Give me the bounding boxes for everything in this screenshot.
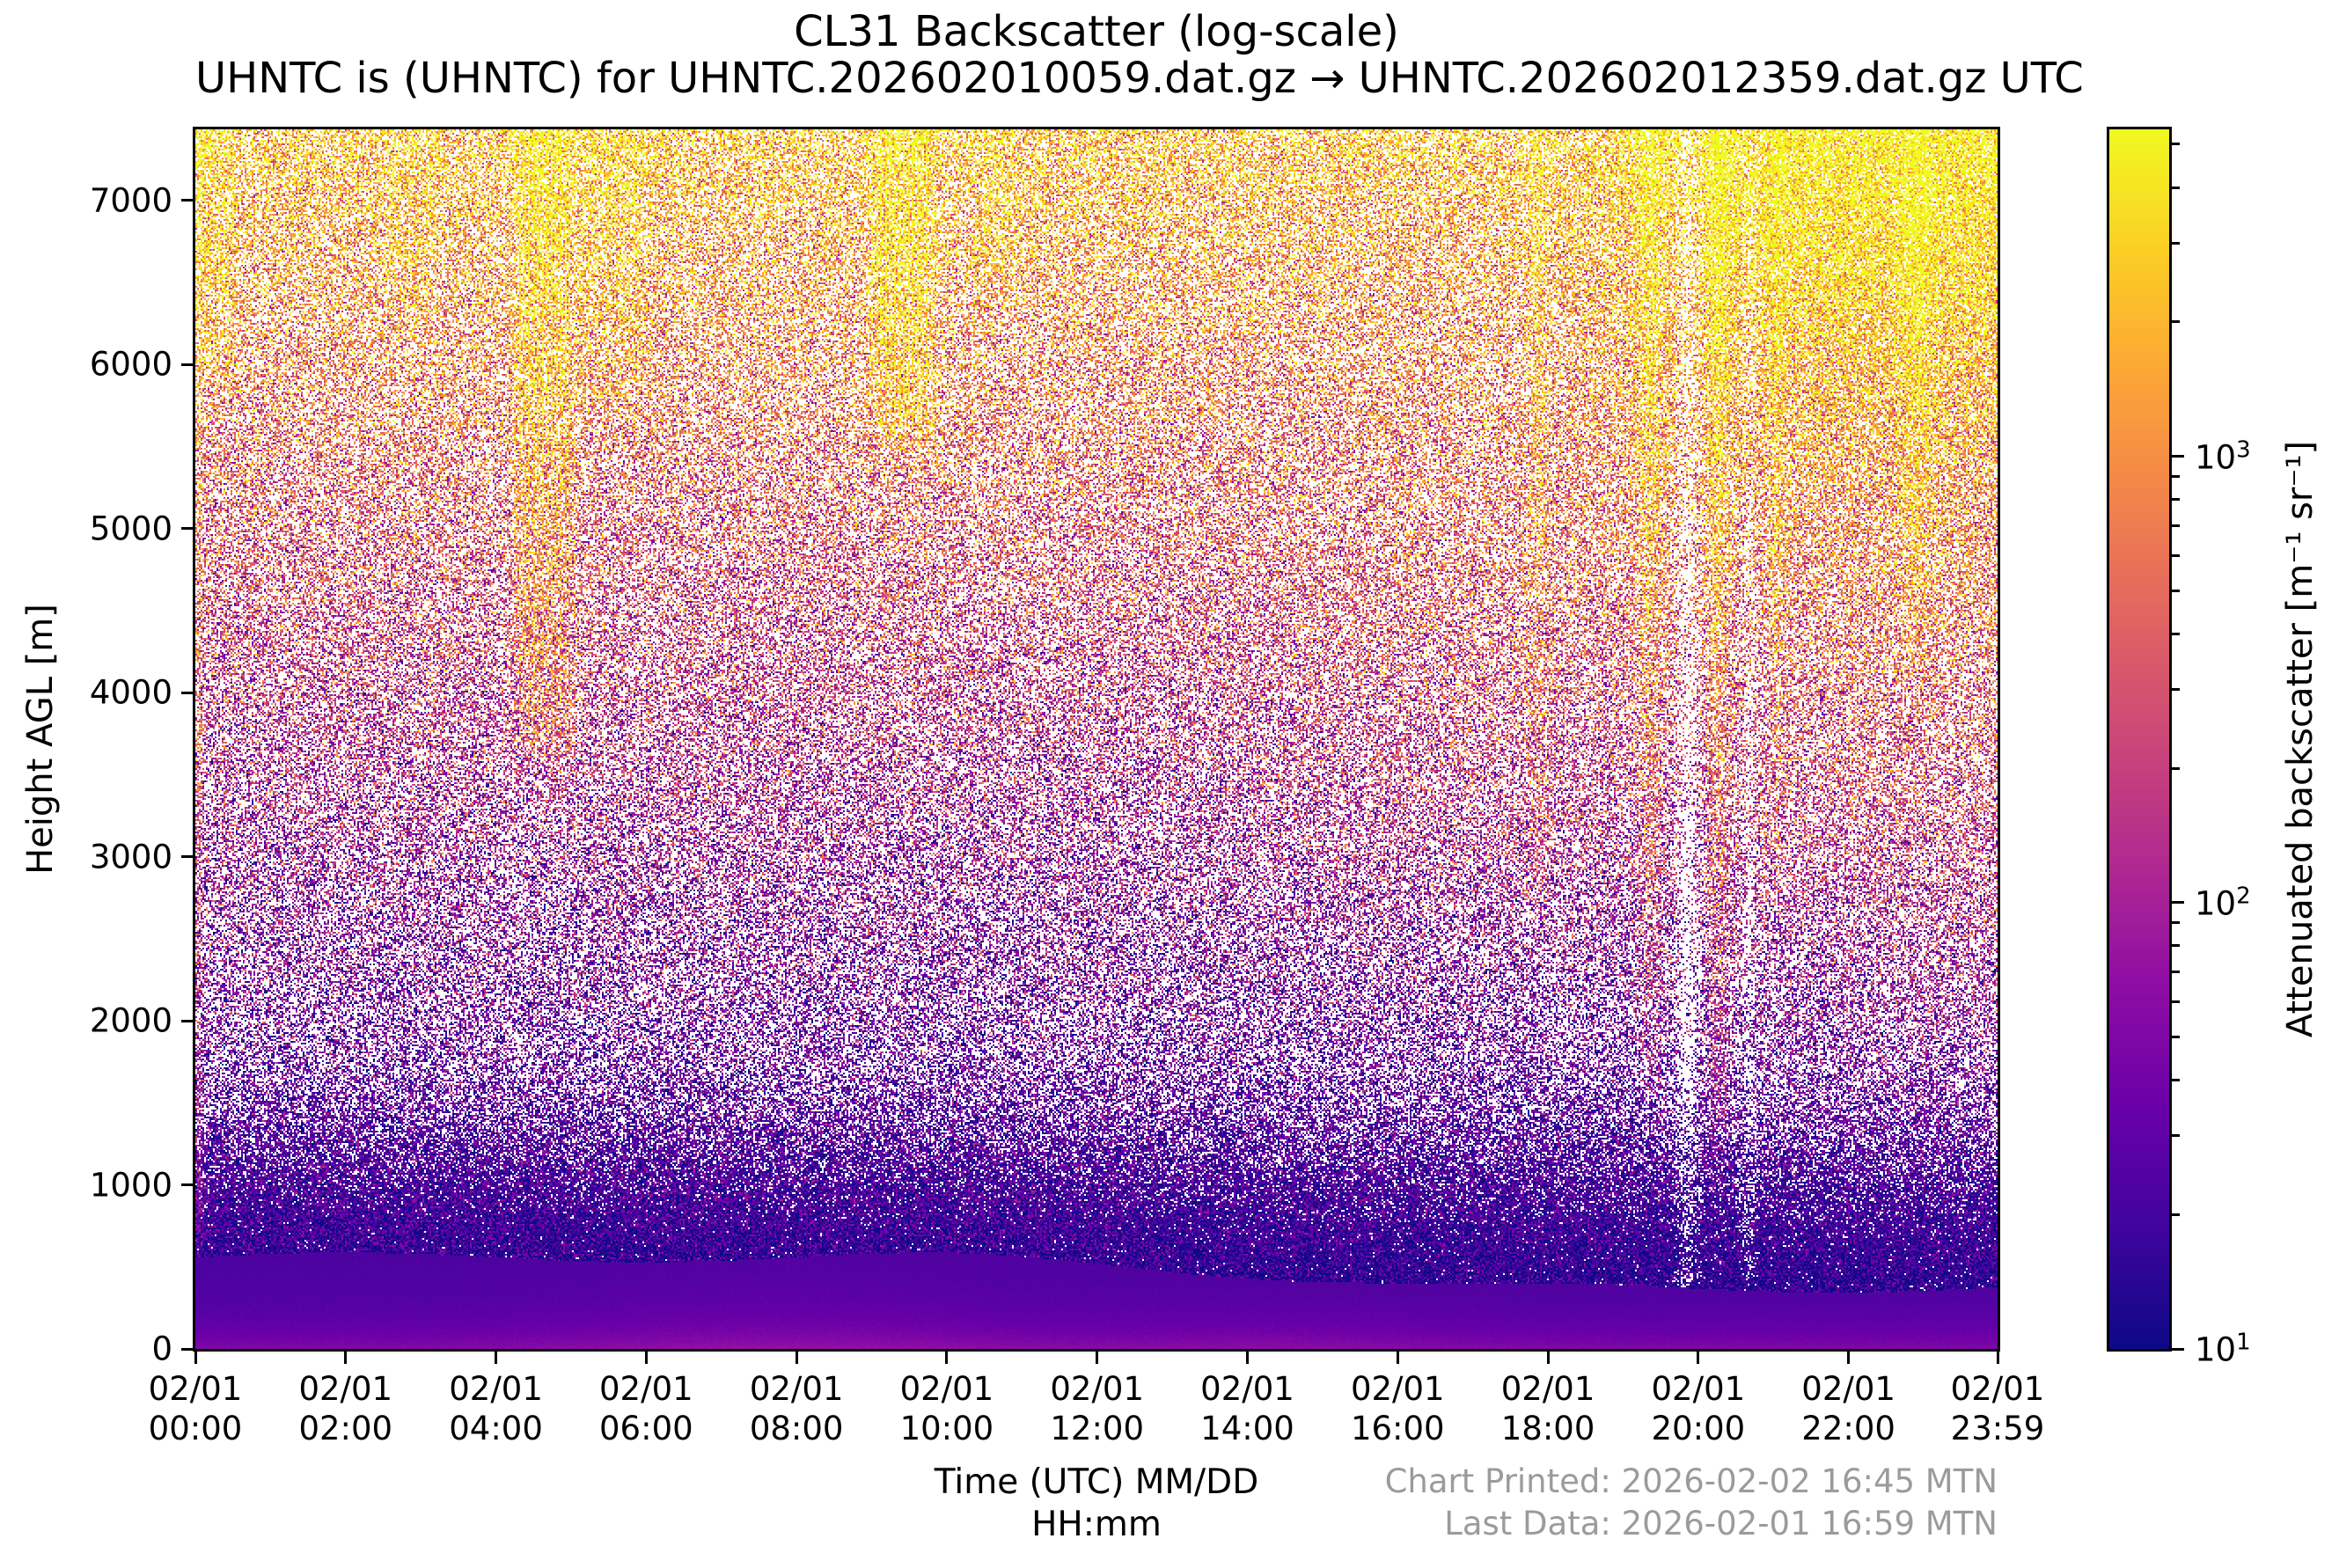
x-tick-label: 02/01 00:00 [148,1370,243,1447]
y-tick-label: 0 [151,1330,172,1368]
x-tick-mark [1546,1352,1550,1364]
x-axis-label-line1: Time (UTC) MM/DD [934,1462,1259,1502]
x-tick-mark [1245,1352,1249,1364]
colorbar-minor-tick [2172,944,2180,948]
y-tick-mark [181,691,194,694]
colorbar-minor-tick [2172,498,2180,502]
y-tick-label: 2000 [89,1001,172,1040]
x-tick-label: 02/01 04:00 [449,1370,543,1447]
colorbar-minor-tick [2172,970,2180,973]
colorbar-minor-tick [2172,1134,2180,1138]
colorbar-gradient-canvas [2109,129,2169,1349]
y-tick-label: 1000 [89,1166,172,1205]
colorbar-minor-tick [2172,475,2180,479]
x-tick-mark [1396,1352,1399,1364]
colorbar-minor-tick [2172,766,2180,770]
y-tick-mark [181,363,194,366]
colorbar-major-tick [2172,455,2184,458]
x-tick-mark [344,1352,348,1364]
colorbar-minor-tick [2172,1000,2180,1003]
y-tick-label: 6000 [89,345,172,384]
y-tick-mark [181,855,194,859]
x-tick-mark [1096,1352,1099,1364]
colorbar-minor-tick [2172,688,2180,692]
x-tick-mark [495,1352,498,1364]
y-tick-mark [181,199,194,202]
colorbar-minor-tick [2172,241,2180,245]
colorbar-major-tick [2172,1347,2184,1351]
y-tick-mark [181,1347,194,1351]
x-tick-mark [1847,1352,1851,1364]
y-tick-mark [181,527,194,531]
chart-subtitle: UHNTC is (UHNTC) for UHNTC.202602010059.… [195,54,2084,103]
x-tick-label: 02/01 14:00 [1200,1370,1294,1447]
colorbar-tick-label: 103 [2195,436,2251,477]
x-tick-mark [1697,1352,1700,1364]
x-tick-label: 02/01 10:00 [899,1370,994,1447]
annotation-chart-printed: Chart Printed: 2026-02-02 16:45 MTN [1384,1462,1998,1500]
y-tick-label: 3000 [89,838,172,876]
chart-title-block: CL31 Backscatter (log-scale) UHNTC is (U… [195,7,2084,103]
x-tick-label: 02/01 20:00 [1651,1370,1746,1447]
colorbar-minor-tick [2172,143,2180,146]
chart-title: CL31 Backscatter (log-scale) [794,7,1399,56]
x-tick-label: 02/01 12:00 [1050,1370,1145,1447]
x-tick-mark [795,1352,798,1364]
x-tick-mark [194,1352,197,1364]
x-tick-label: 02/01 22:00 [1801,1370,1895,1447]
y-tick-label: 5000 [89,509,172,548]
y-tick-label: 4000 [89,673,172,712]
backscatter-heatmap-canvas [195,129,1998,1349]
x-tick-mark [644,1352,648,1364]
colorbar-minor-tick [2172,1035,2180,1038]
colorbar-minor-tick [2172,524,2180,527]
annotation-last-data: Last Data: 2026-02-01 16:59 MTN [1444,1505,1998,1542]
colorbar-tick-label: 102 [2195,883,2251,923]
y-tick-label: 7000 [89,181,172,220]
y-tick-mark [181,1019,194,1022]
y-tick-mark [181,1183,194,1187]
x-tick-label: 02/01 02:00 [298,1370,393,1447]
x-tick-label: 02/01 08:00 [749,1370,844,1447]
x-tick-label: 02/01 18:00 [1500,1370,1595,1447]
colorbar-axis-label: Attenuated backscatter [m⁻¹ sr⁻¹] [2280,440,2321,1038]
x-tick-label: 02/01 16:00 [1350,1370,1445,1447]
colorbar-minor-tick [2172,320,2180,324]
colorbar-minor-tick [2172,1213,2180,1216]
x-tick-mark [945,1352,949,1364]
colorbar-major-tick [2172,901,2184,905]
x-tick-mark [1996,1352,1999,1364]
y-axis-label: Height AGL [m] [20,604,61,875]
x-tick-label: 02/01 06:00 [599,1370,693,1447]
colorbar-minor-tick [2172,186,2180,189]
colorbar-tick-label: 101 [2195,1329,2251,1369]
colorbar-minor-tick [2172,1079,2180,1082]
colorbar-minor-tick [2172,632,2180,635]
colorbar-minor-tick [2172,589,2180,592]
x-axis-label-line2: HH:mm [1031,1505,1162,1544]
colorbar-minor-tick [2172,921,2180,925]
x-tick-label: 02/01 23:59 [1950,1370,2045,1447]
colorbar-minor-tick [2172,553,2180,557]
